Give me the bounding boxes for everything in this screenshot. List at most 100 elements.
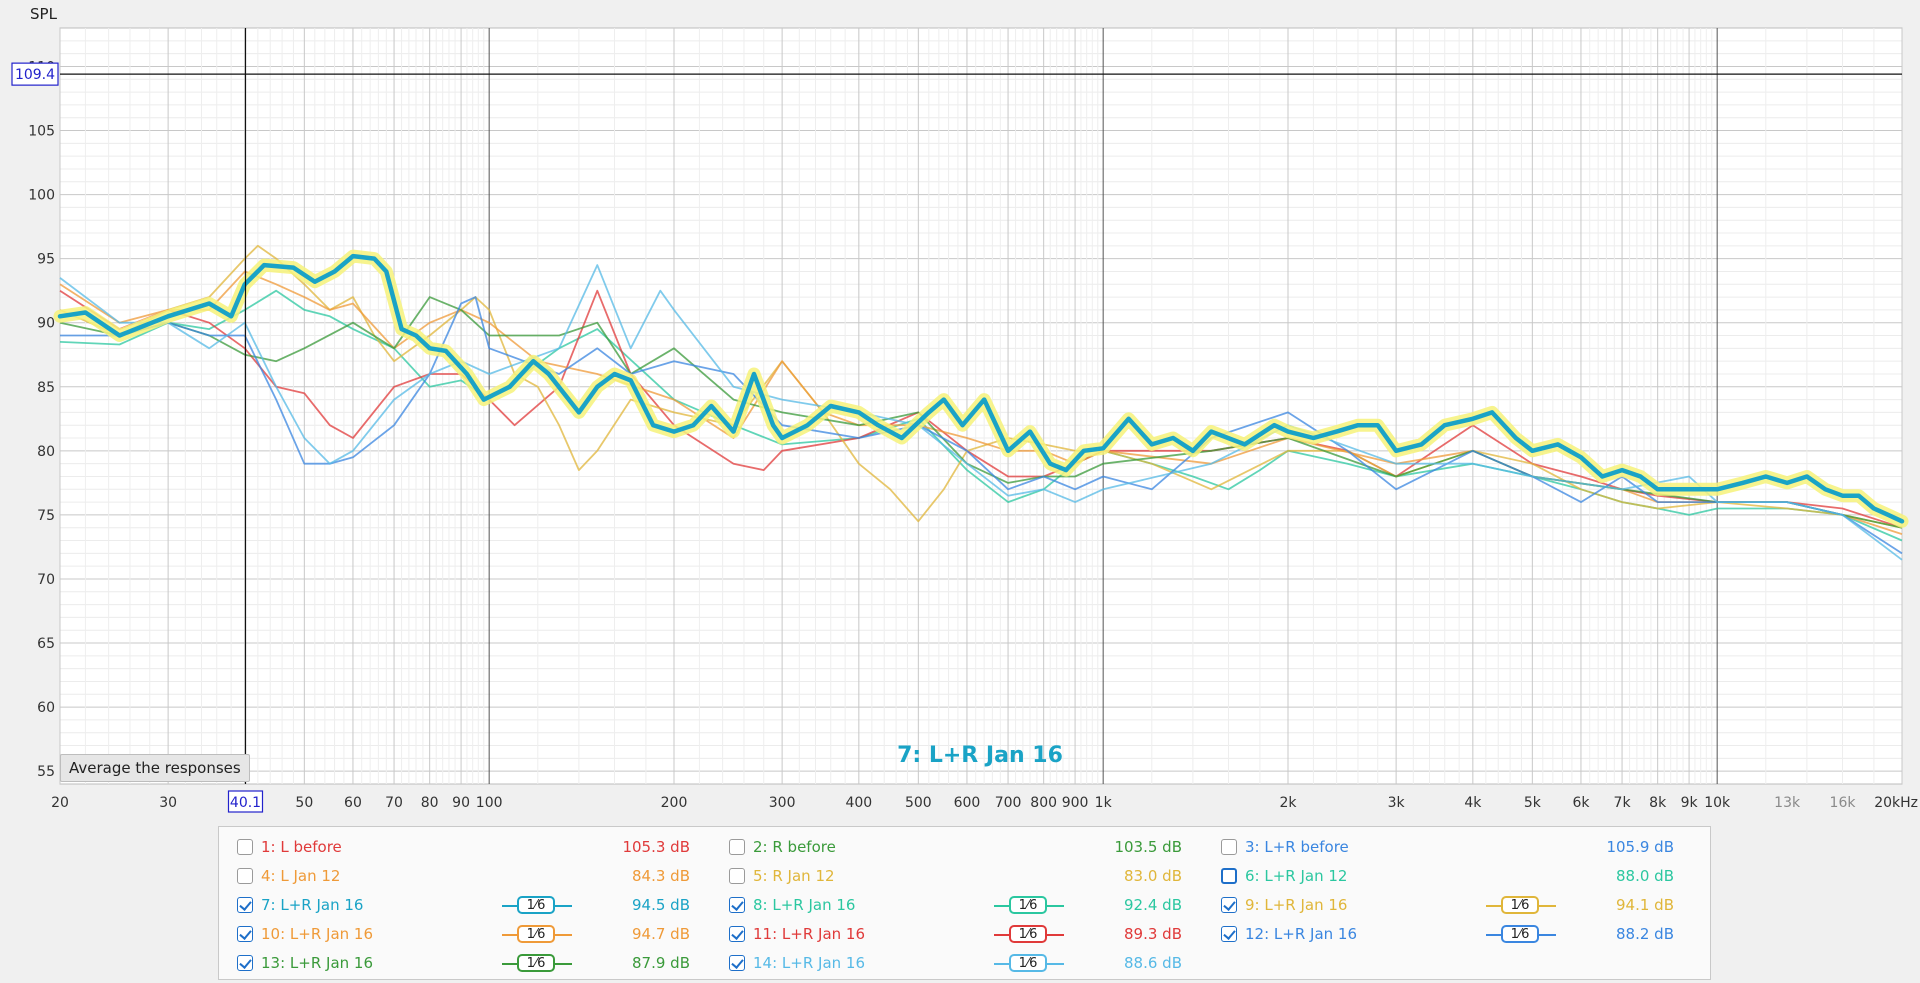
legend-value: 88.2 dB [1616,925,1674,943]
smoothing-indicator[interactable]: 1⁄6 [994,895,1064,917]
legend-label[interactable]: 2: R before [753,838,836,856]
x-tick-label: 16k [1830,795,1857,811]
y-tick-label: 65 [37,636,55,652]
smoothing-indicator[interactable]: 1⁄6 [1486,924,1556,946]
y-tick-labels: 556065707580859095100105110109.4 [11,59,59,780]
smoothing-label: 1⁄6 [1009,896,1047,914]
legend-checkbox[interactable] [237,926,253,942]
legend-value: 105.9 dB [1606,838,1674,856]
smoothing-label: 1⁄6 [1501,925,1539,943]
legend-value: 94.7 dB [632,925,690,943]
y-tick-label: 55 [37,764,55,780]
smoothing-indicator[interactable]: 1⁄6 [502,895,572,917]
legend-checkbox[interactable] [1221,839,1237,855]
smoothing-label: 1⁄6 [517,896,555,914]
legend-label[interactable]: 12: L+R Jan 16 [1245,925,1358,943]
x-tick-label: 10k [1704,795,1731,811]
smoothing-indicator[interactable]: 1⁄6 [994,924,1064,946]
legend-value: 103.5 dB [1114,838,1182,856]
legend-label[interactable]: 13: L+R Jan 16 [261,954,374,972]
x-tick-label: 80 [421,795,439,811]
cursor-x-readout: 40.1 [230,795,261,811]
smoothing-indicator[interactable]: 1⁄6 [1486,895,1556,917]
y-tick-label: 90 [37,316,55,332]
series-line-7[interactable] [57,253,1905,524]
grid-lines [59,28,1903,784]
x-tick-label: 9k [1681,795,1699,811]
legend-checkbox[interactable] [1221,868,1237,884]
x-tick-label: 20kHz [1874,795,1918,811]
smoothing-label: 1⁄6 [1501,896,1539,914]
x-tick-label: 100 [476,795,503,811]
legend-checkbox[interactable] [237,897,253,913]
cursor-y-readout: 109.4 [15,67,55,83]
legend-value: 94.5 dB [632,896,690,914]
x-tick-labels: 20 30 50 60 70 80 90 100 200 300 400 500 600 700 800 90… [51,790,1918,813]
x-tick-label: 50 [295,795,313,811]
legend-label[interactable]: 3: L+R before [1245,838,1349,856]
legend-checkbox[interactable] [729,897,745,913]
x-tick-label: 2k [1279,795,1297,811]
legend-panel: 1: L before 105.3 dB 2: R before 103.5 dB 3:… [218,826,1711,980]
smoothing-label: 1⁄6 [1009,954,1047,972]
legend-label[interactable]: 5: R Jan 12 [753,867,835,885]
average-responses-button[interactable]: Average the responses [60,754,250,782]
y-tick-label: 70 [37,572,55,588]
legend-checkbox[interactable] [1221,926,1237,942]
smoothing-label: 1⁄6 [517,954,555,972]
legend-value: 89.3 dB [1124,925,1182,943]
legend-label[interactable]: 1: L before [261,838,342,856]
y-tick-label: 85 [37,380,55,396]
legend-value: 88.0 dB [1616,867,1674,885]
legend-value: 94.1 dB [1616,896,1674,914]
y-tick-label: 60 [37,700,55,716]
smoothing-label: 1⁄6 [517,925,555,943]
legend-checkbox[interactable] [1221,897,1237,913]
legend-label[interactable]: 9: L+R Jan 16 [1245,896,1348,914]
legend-label[interactable]: 10: L+R Jan 16 [261,925,374,943]
legend-value: 83.0 dB [1124,867,1182,885]
legend-checkbox[interactable] [729,839,745,855]
y-tick-label: 105 [28,124,55,140]
y-tick-label: 95 [37,252,55,268]
x-tick-label: 8k [1649,795,1667,811]
legend-label[interactable]: 7: L+R Jan 16 [261,896,364,914]
x-tick-label: 30 [159,795,177,811]
legend-value: 84.3 dB [632,867,690,885]
legend-label[interactable]: 4: L Jan 12 [261,867,341,885]
x-tick-label: 13k [1774,795,1801,811]
legend-checkbox[interactable] [729,868,745,884]
spl-chart[interactable]: 556065707580859095100105110109.4 2030506… [0,0,1920,820]
legend-checkbox[interactable] [237,868,253,884]
x-tick-label: 60 [344,795,362,811]
y-axis-title: SPL [30,5,58,23]
y-tick-label: 75 [37,508,55,524]
x-tick-label: 6k [1572,795,1590,811]
cursor-x-readout-box [227,790,264,813]
x-tick-label: 4k [1464,795,1482,811]
legend-checkbox[interactable] [729,926,745,942]
legend-value: 87.9 dB [632,954,690,972]
y-tick-label: 80 [37,444,55,460]
x-tick-label: 200 [661,795,688,811]
legend-checkbox[interactable] [237,839,253,855]
x-tick-label: 70 [385,795,403,811]
x-tick-label: 400 [845,795,872,811]
y-tick-label: 100 [28,188,55,204]
smoothing-indicator[interactable]: 1⁄6 [502,924,572,946]
x-tick-label: 3k [1388,795,1406,811]
smoothing-indicator[interactable]: 1⁄6 [994,953,1064,975]
series-line-11[interactable] [59,289,1903,529]
x-tick-label: 500 [905,795,932,811]
smoothing-indicator[interactable]: 1⁄6 [502,953,572,975]
x-tick-label: 5k [1524,795,1542,811]
x-tick-label: 800 [1030,795,1057,811]
legend-checkbox[interactable] [237,955,253,971]
legend-checkbox[interactable] [729,955,745,971]
legend-label[interactable]: 8: L+R Jan 16 [753,896,856,914]
x-tick-label: 7k [1614,795,1632,811]
legend-label[interactable]: 14: L+R Jan 16 [753,954,866,972]
legend-label[interactable]: 11: L+R Jan 16 [753,925,866,943]
x-tick-label: 20 [51,795,69,811]
legend-label[interactable]: 6: L+R Jan 12 [1245,867,1348,885]
